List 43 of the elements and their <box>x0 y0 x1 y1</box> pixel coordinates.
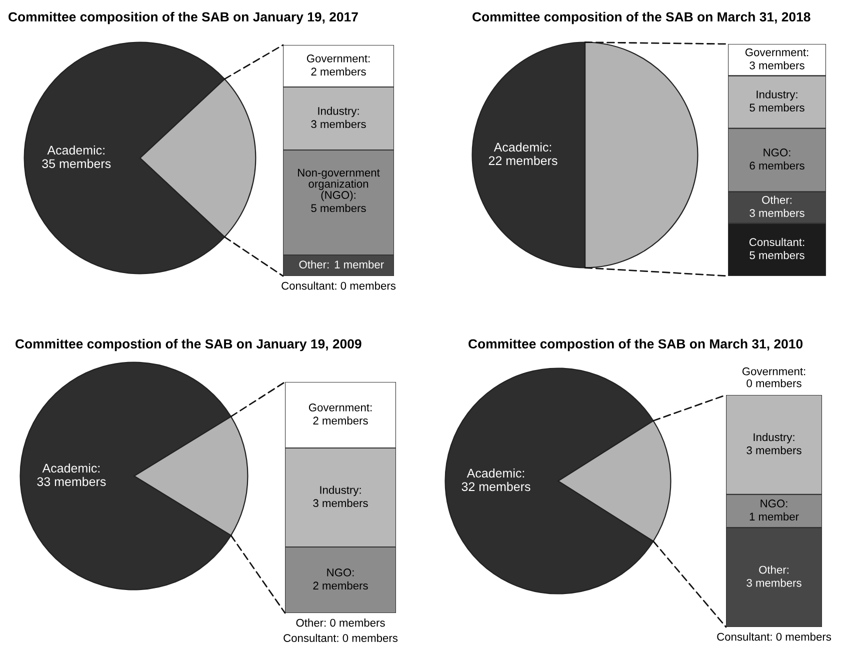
data-label: 5 members <box>750 103 804 112</box>
annotation: Consultant: 0 members <box>282 282 396 290</box>
annotation: Other: 0 members <box>296 618 385 627</box>
series-label: NGO: <box>760 500 788 508</box>
series-label: Other: <box>762 196 792 204</box>
chart-title: Committee compostion of the SAB on January 19, 2009 <box>16 338 362 352</box>
slice-label: Academic: 22 members <box>488 142 558 166</box>
data-label: 2 members <box>311 67 366 76</box>
series-label: Government: <box>306 54 370 62</box>
slice-label: Academic: 33 members <box>37 463 106 486</box>
data-label: 5 members <box>750 251 804 260</box>
data-label: 3 members <box>750 61 804 70</box>
annotation: Government: 0 members <box>742 367 806 388</box>
annotation: Consultant: 0 members <box>717 632 832 641</box>
chart-title: Committee compostion of the SAB on March 31, 2010 <box>468 338 803 352</box>
data-label: 3 members <box>746 446 802 454</box>
data-label: 3 members <box>313 498 368 508</box>
series-label: Other: <box>299 260 329 268</box>
annotation: Consultant: 0 members <box>284 634 398 642</box>
series-label: NGO: <box>327 568 354 576</box>
chart-title: Committee composition of the SAB on March 31, 2018 <box>472 12 810 24</box>
series-label: Non-government organization (NGO): <box>298 168 380 202</box>
series-label: Government: <box>745 48 808 56</box>
series-label: Industry: <box>756 90 798 101</box>
series-label: Government: <box>308 404 372 412</box>
data-label: 3 members <box>311 120 366 128</box>
series-label: NGO: <box>764 148 790 156</box>
series-label: Industry: <box>754 432 794 444</box>
data-label: 3 members <box>746 578 802 587</box>
series-label: Industry: <box>318 106 359 118</box>
slice-label: Academic: 35 members <box>42 145 111 168</box>
data-label: 2 members <box>313 581 368 590</box>
data-label: 3 members <box>750 208 804 218</box>
series-label: Other: <box>759 566 788 574</box>
series-label: Consultant: <box>749 238 804 246</box>
series-label: Industry: <box>320 486 361 496</box>
data-label: 1 member <box>750 512 799 521</box>
data-label: 2 members <box>313 416 368 425</box>
data-label: 5 members <box>311 204 366 212</box>
chart-title: Committee composition of the SAB on January 19, 2017 <box>8 12 358 24</box>
slice-label: Academic: 32 members <box>462 468 530 492</box>
data-label: 1 member <box>334 260 384 268</box>
data-label: 6 members <box>750 161 804 170</box>
